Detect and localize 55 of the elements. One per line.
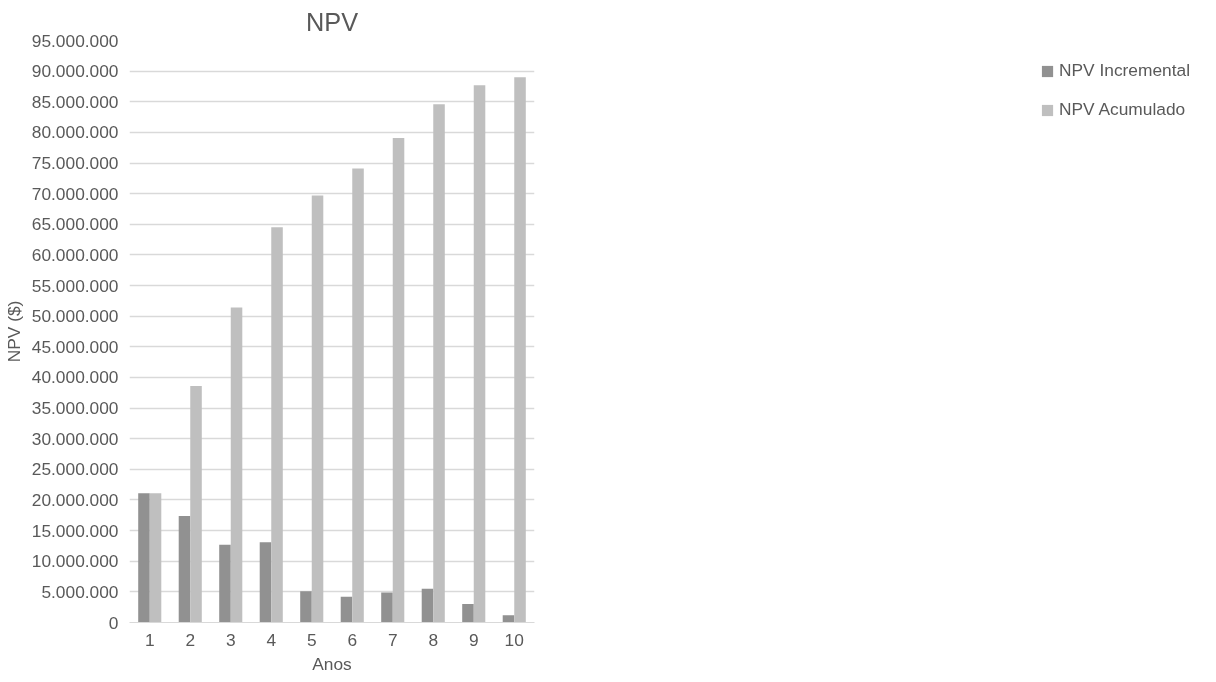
bar	[433, 104, 445, 623]
x-tick-label: 6	[347, 629, 358, 650]
y-tick-label: 20.000.000	[31, 489, 119, 510]
x-tick-label: 7	[387, 629, 398, 650]
y-tick-label: 85.000.000	[31, 91, 119, 112]
y-tick-label: 45.000.000	[31, 336, 119, 357]
x-tick-label: 10	[504, 629, 524, 650]
x-tick-label: 8	[428, 629, 439, 650]
bar	[502, 615, 515, 623]
y-tick-label: 35.000.000	[31, 398, 119, 419]
bar	[230, 307, 243, 623]
y-tick-label: 65.000.000	[31, 214, 119, 235]
y-tick-label: 0	[108, 612, 119, 633]
bar	[473, 85, 486, 623]
y-tick-label: 15.000.000	[31, 520, 119, 541]
bar	[190, 386, 202, 623]
bar	[340, 596, 353, 623]
y-tick-label: 75.000.000	[31, 153, 119, 174]
bar	[138, 493, 150, 623]
bar	[392, 137, 405, 623]
y-tick-label: 95.000.000	[31, 30, 119, 51]
bar	[311, 195, 324, 623]
y-tick-label: 50.000.000	[31, 306, 119, 327]
chart-title: NPV	[305, 7, 359, 36]
bar	[352, 168, 364, 623]
y-tick-label: 30.000.000	[31, 428, 119, 449]
x-tick-label: 9	[468, 629, 479, 650]
legend-label: NPV Incremental	[1059, 60, 1190, 81]
y-tick-label: 25.000.000	[31, 459, 119, 480]
bar	[462, 604, 474, 623]
bar	[259, 542, 272, 623]
bar	[149, 493, 162, 623]
bar	[300, 591, 312, 623]
y-tick-label: 70.000.000	[31, 183, 119, 204]
x-tick-label: 2	[185, 629, 196, 650]
bar	[271, 227, 283, 623]
y-tick-label: 60.000.000	[31, 244, 119, 265]
y-tick-label: 10.000.000	[31, 551, 119, 572]
x-axis-title: Anos	[312, 653, 353, 674]
y-tick-label: 80.000.000	[31, 122, 119, 143]
x-tick-label: 1	[144, 629, 155, 650]
bar	[381, 592, 393, 623]
y-tick-label: 5.000.000	[41, 581, 119, 602]
bar	[421, 588, 434, 623]
bar	[219, 544, 231, 623]
bar	[514, 77, 526, 623]
x-tick-label: 5	[306, 629, 317, 650]
y-tick-label: 55.000.000	[31, 275, 119, 296]
y-tick-label: 90.000.000	[31, 61, 119, 82]
y-tick-label: 40.000.000	[31, 367, 119, 388]
x-tick-label: 3	[225, 629, 236, 650]
x-tick-label: 4	[266, 629, 277, 650]
y-axis-title: NPV ($)	[3, 300, 24, 363]
legend-label: NPV Acumulado	[1059, 99, 1186, 120]
bar	[178, 515, 191, 623]
